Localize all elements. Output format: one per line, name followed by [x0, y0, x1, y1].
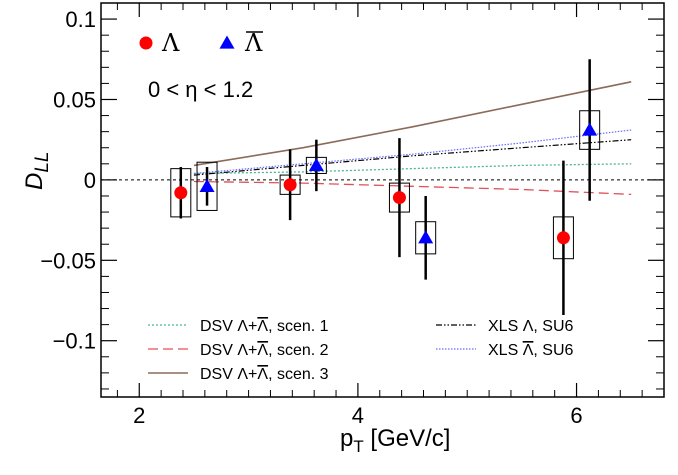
lambda-point: [556, 231, 570, 245]
x-tick-label: 4: [352, 403, 364, 428]
lambda-point: [283, 178, 297, 192]
lambda-point: [174, 186, 188, 200]
legend-lambdabar-label: Λ: [244, 29, 263, 57]
curve-xls_lambda: [193, 139, 632, 176]
legend-label-scen3: DSV Λ+Λ, scen. 3: [200, 366, 329, 383]
lambdabar-point: [199, 178, 215, 192]
lambdabar-point: [418, 230, 434, 244]
y-tick-label: 0.1: [65, 7, 96, 32]
legend-lambdabar-marker: [219, 35, 235, 49]
curve-xls_lambdabar: [193, 129, 632, 175]
lambda-point: [392, 191, 406, 205]
legend-lambda-label: Λ: [161, 29, 180, 57]
lambdabar-point: [582, 122, 598, 136]
eta-range-annotation: 0 < η < 1.2: [148, 77, 253, 102]
curve-scen2: [193, 180, 632, 196]
y-tick-label: 0: [84, 168, 96, 193]
y-axis-title: DLL: [21, 152, 53, 190]
x-tick-label: 2: [133, 403, 145, 428]
x-tick-label: 6: [570, 403, 582, 428]
y-tick-label: 0.05: [53, 87, 96, 112]
legend-label-scen1: DSV Λ+Λ, scen. 1: [200, 318, 329, 335]
lambdabar-point: [308, 157, 324, 172]
legend-label-xls_lambdabar: XLS Λ, SU6: [488, 342, 573, 359]
y-tick-label: −0.1: [53, 329, 96, 354]
curve-scen3: [193, 81, 632, 167]
y-tick-label: −0.05: [40, 248, 96, 273]
legend-lambda-marker: [139, 36, 153, 50]
legend-label-scen2: DSV Λ+Λ, scen. 2: [200, 342, 329, 359]
plot-frame: [100, 2, 665, 398]
x-axis-title: pT [GeV/c]: [340, 425, 450, 456]
legend-label-xls_lambda: XLS Λ, SU6: [488, 318, 573, 335]
syst-box: [196, 161, 218, 211]
curve-scen1: [193, 163, 632, 175]
